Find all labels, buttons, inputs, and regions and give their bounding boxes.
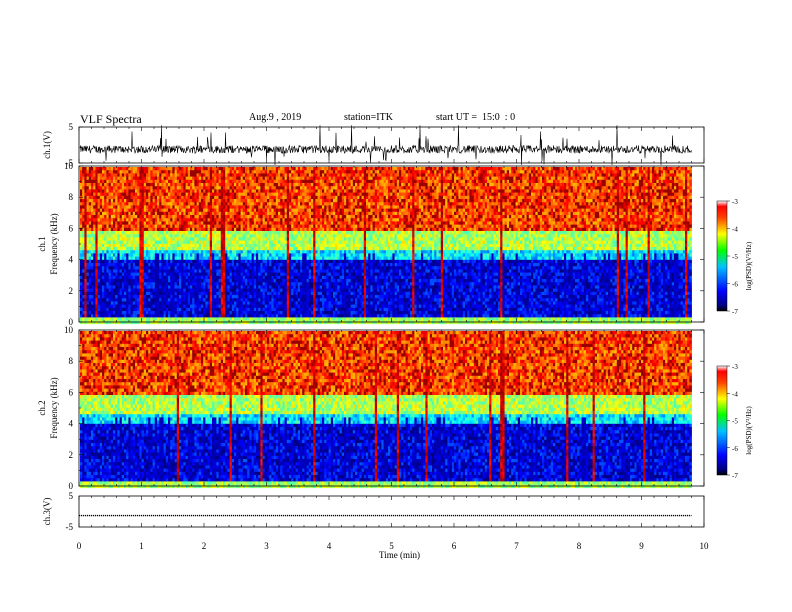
ch2-spectrogram-texture bbox=[80, 331, 692, 488]
ch1-spectrogram-channel-label: ch.1 bbox=[37, 236, 47, 251]
ch1-spectrogram-colorbar bbox=[717, 201, 727, 311]
ch1-spectrogram-ylabel: Frequency (kHz) bbox=[49, 213, 59, 274]
ch2-spectrogram-ytick-label: 8 bbox=[69, 356, 74, 366]
ch1-spectrogram-colorbar-tick-label: -6 bbox=[732, 281, 738, 289]
ch2-spectrogram-channel-label: ch.2 bbox=[37, 400, 47, 415]
ch2-spectrogram-ytick-label: 4 bbox=[69, 419, 74, 429]
ch2-spectrogram-colorbar-tick-label: -5 bbox=[732, 418, 738, 426]
ch1-spectrogram-colorbar-tick-label: -7 bbox=[732, 308, 738, 316]
ch2-spectrogram-ytick-label: 10 bbox=[64, 325, 74, 335]
ch3-ytick-label: 5 bbox=[69, 491, 74, 501]
x-tick-label: 10 bbox=[700, 541, 710, 551]
ch2-spectrogram-colorbar-tick-label: -3 bbox=[732, 363, 738, 371]
ch3-ylabel: ch.3(V) bbox=[42, 498, 52, 526]
ch2-spectrogram-colorbar-tick-label: -4 bbox=[732, 390, 738, 398]
ch1-spectrogram-ytick-label: 2 bbox=[69, 286, 74, 296]
ch2-spectrogram-colorbar-tick-label: -6 bbox=[732, 445, 738, 453]
ch1-waveform-line bbox=[80, 125, 692, 165]
ch1-spectrogram-ytick-label: 6 bbox=[69, 223, 74, 233]
x-tick-label: 9 bbox=[639, 541, 644, 551]
ch1-ylabel: ch.1(V) bbox=[42, 131, 52, 159]
ch1-spectrogram-colorbar-tick-label: -5 bbox=[732, 253, 738, 261]
ch3-waveform-axes bbox=[79, 496, 704, 527]
x-tick-label: 3 bbox=[264, 541, 269, 551]
ch1-spectrogram-colorbar-tick-label: -3 bbox=[732, 198, 738, 206]
ch2-spectrogram-ytick-label: 0 bbox=[69, 481, 74, 491]
ch1-waveform-axes bbox=[79, 127, 704, 163]
x-axis-label: Time (min) bbox=[379, 550, 420, 560]
x-tick-label: 0 bbox=[77, 541, 82, 551]
ch2-spectrogram-ylabel: Frequency (kHz) bbox=[49, 377, 59, 438]
ch1-spectrogram-colorbar-label: log(PSD)(V²/Hz) bbox=[745, 241, 753, 290]
ch1-ytick-label: 5 bbox=[69, 122, 74, 132]
x-tick-label: 1 bbox=[139, 541, 144, 551]
ch2-spectrogram-colorbar-tick-label: -7 bbox=[732, 472, 738, 480]
ch1-spectrogram-colorbar-tick-label: -4 bbox=[732, 226, 738, 234]
ch2-spectrogram-ytick-label: 2 bbox=[69, 450, 74, 460]
x-tick-label: 2 bbox=[202, 541, 207, 551]
x-tick-label: 4 bbox=[327, 541, 332, 551]
ch1-spectrogram-ytick-label: 8 bbox=[69, 192, 74, 202]
ch1-spectrogram-texture bbox=[80, 167, 692, 324]
ch2-spectrogram-colorbar bbox=[717, 366, 727, 475]
ch3-ytick-label: -5 bbox=[66, 522, 74, 532]
ch1-spectrogram-ytick-label: 10 bbox=[64, 161, 74, 171]
ch2-spectrogram-ytick-label: 6 bbox=[69, 387, 74, 397]
x-tick-label: 7 bbox=[514, 541, 519, 551]
x-tick-label: 8 bbox=[577, 541, 582, 551]
x-tick-label: 6 bbox=[452, 541, 457, 551]
ch2-spectrogram-colorbar-label: log(PSD)(V²/Hz) bbox=[745, 406, 753, 455]
ch1-spectrogram-ytick-label: 4 bbox=[69, 255, 74, 265]
